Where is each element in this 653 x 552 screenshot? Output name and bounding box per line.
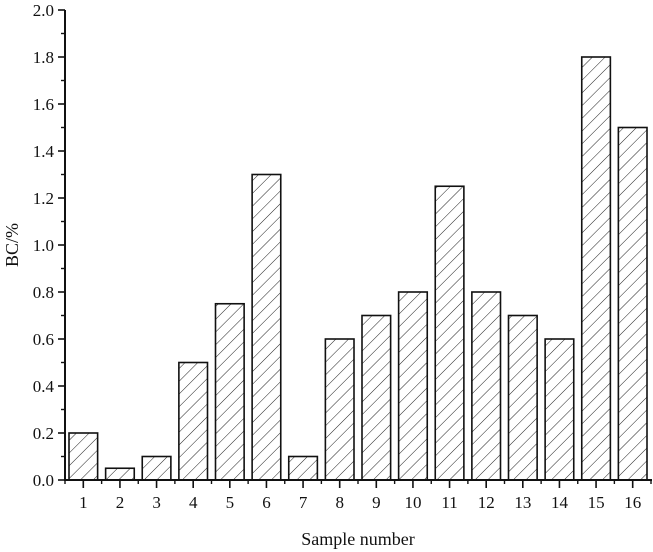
y-ticks: 0.0 0.2 0.4 0.6 0.8 1.0 1.2 1.4 1.6 1.8 2.0 [33, 1, 65, 490]
bar-sample-11 [434, 185, 465, 481]
y-tick-label: 0.6 [33, 330, 54, 349]
x-tick-label: 10 [404, 493, 421, 512]
y-tick-label: 0.4 [33, 377, 55, 396]
bar-sample-16 [617, 126, 648, 481]
y-axis-title: BC/% [2, 223, 22, 267]
bar-sample-1 [68, 432, 99, 481]
x-tick-label: 9 [372, 493, 381, 512]
y-tick-label: 1.0 [33, 236, 54, 255]
bar-sample-6 [251, 173, 282, 481]
x-tick-label: 8 [335, 493, 344, 512]
x-tick-label: 7 [299, 493, 308, 512]
x-ticks: 1 2 3 4 5 6 7 8 9 10 11 12 13 14 15 16 [64, 480, 652, 512]
x-tick-label: 14 [551, 493, 569, 512]
bar-sample-4 [178, 361, 209, 481]
x-tick-label: 12 [478, 493, 495, 512]
bar-sample-8 [324, 338, 355, 481]
y-tick-label: 0.8 [33, 283, 54, 302]
bar-sample-2 [104, 467, 136, 481]
y-tick-label: 0.0 [33, 471, 54, 490]
y-tick-label: 2.0 [33, 1, 54, 20]
x-tick-label: 2 [116, 493, 125, 512]
bars-group [68, 56, 648, 481]
y-tick-label: 1.8 [33, 48, 54, 67]
y-tick-label: 1.2 [33, 189, 54, 208]
x-tick-label: 3 [152, 493, 161, 512]
bar-sample-10 [397, 291, 429, 481]
bar-sample-5 [214, 302, 245, 481]
x-tick-label: 1 [79, 493, 88, 512]
x-tick-label: 15 [588, 493, 605, 512]
x-tick-label: 6 [262, 493, 271, 512]
y-tick-label: 1.4 [33, 142, 55, 161]
bar-sample-13 [507, 314, 538, 481]
bar-sample-12 [471, 291, 502, 481]
x-tick-label: 13 [514, 493, 531, 512]
x-tick-label: 5 [226, 493, 235, 512]
y-tick-label: 1.6 [33, 95, 54, 114]
bar-sample-14 [544, 338, 575, 481]
x-tick-label: 4 [189, 493, 198, 512]
x-tick-label: 11 [441, 493, 457, 512]
y-tick-label: 0.2 [33, 424, 54, 443]
bar-sample-9 [361, 314, 392, 481]
x-tick-label: 16 [624, 493, 641, 512]
bar-sample-15 [580, 56, 612, 481]
bar-sample-3 [141, 455, 172, 481]
bar-sample-7 [287, 455, 319, 481]
x-axis-title: Sample number [301, 529, 414, 549]
